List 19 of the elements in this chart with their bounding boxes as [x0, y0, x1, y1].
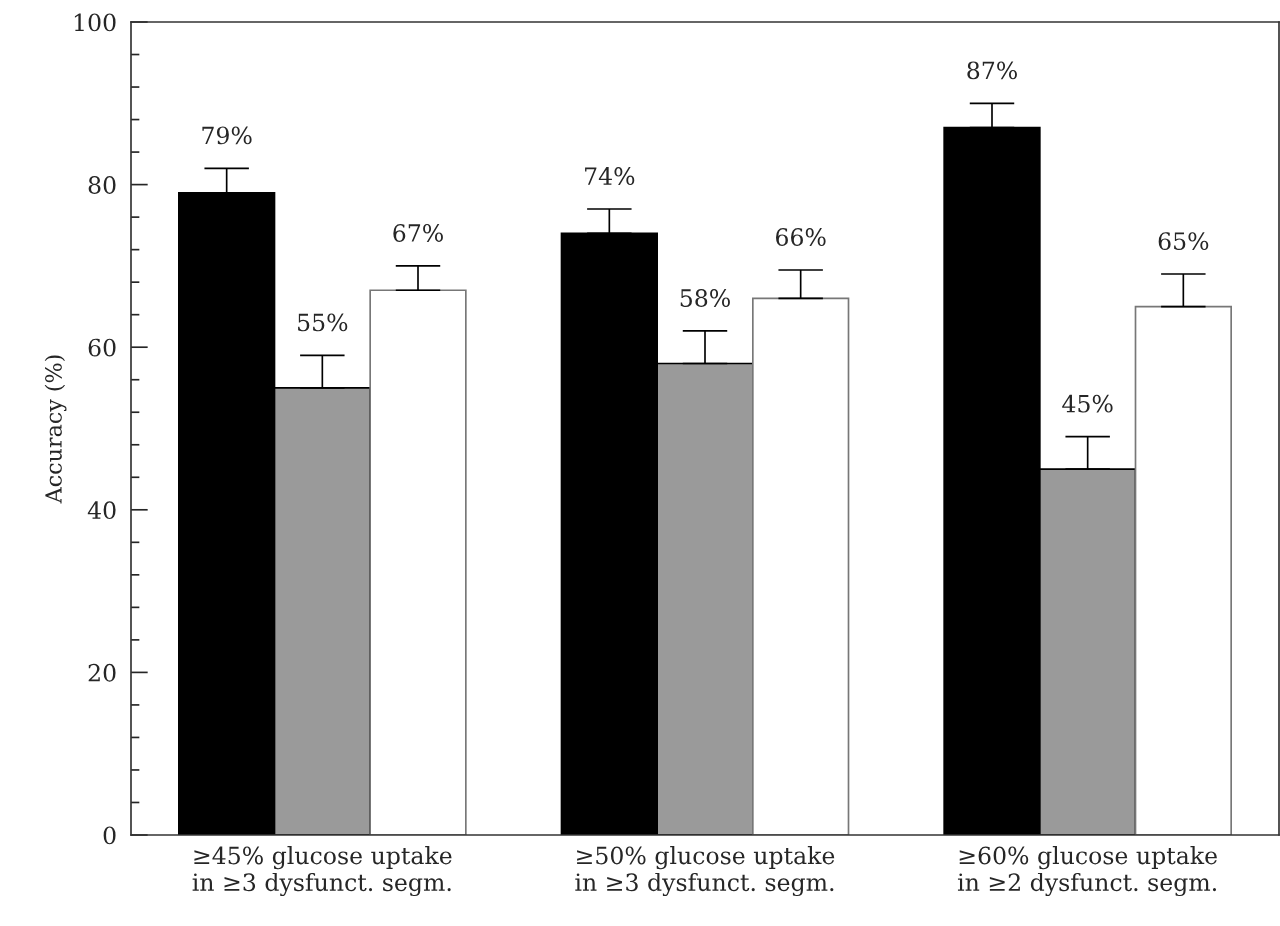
x-tick-label: ≥45% glucose uptake in ≥3 dysfunct. segm.	[192, 846, 452, 897]
data-label: 67%	[393, 224, 443, 242]
data-label: 87%	[967, 61, 1017, 80]
data-label: 79%	[202, 126, 252, 145]
data-label: 66%	[776, 228, 826, 246]
x-tick-label: ≥50% glucose uptake in ≥3 dysfunct. segm.	[575, 846, 835, 897]
data-label: 74%	[585, 167, 635, 185]
data-label: 45%	[1062, 394, 1113, 413]
data-label: 65%	[1158, 232, 1209, 251]
data-label: 55%	[298, 313, 348, 332]
y-tick-label: 20	[88, 663, 116, 682]
y-tick-label: 0	[103, 826, 116, 845]
x-tick-label: ≥60% glucose uptake in ≥2 dysfunct. segm.	[957, 846, 1217, 897]
data-label: 58%	[680, 289, 730, 307]
y-tick-label: 80	[88, 176, 116, 194]
y-tick-label: 60	[88, 338, 116, 357]
y-tick-label: 40	[87, 501, 116, 520]
y-tick-label: 100	[74, 13, 116, 32]
y-axis-title: Accuracy (%)	[44, 355, 67, 504]
